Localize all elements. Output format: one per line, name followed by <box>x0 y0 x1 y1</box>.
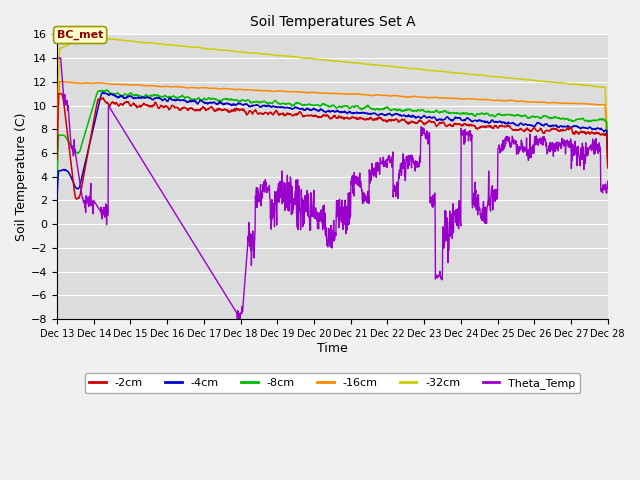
X-axis label: Time: Time <box>317 342 348 355</box>
Legend: -2cm, -4cm, -8cm, -16cm, -32cm, Theta_Temp: -2cm, -4cm, -8cm, -16cm, -32cm, Theta_Te… <box>85 373 580 393</box>
Y-axis label: Soil Temperature (C): Soil Temperature (C) <box>15 112 28 241</box>
Text: BC_met: BC_met <box>57 30 104 40</box>
Title: Soil Temperatures Set A: Soil Temperatures Set A <box>250 15 415 29</box>
